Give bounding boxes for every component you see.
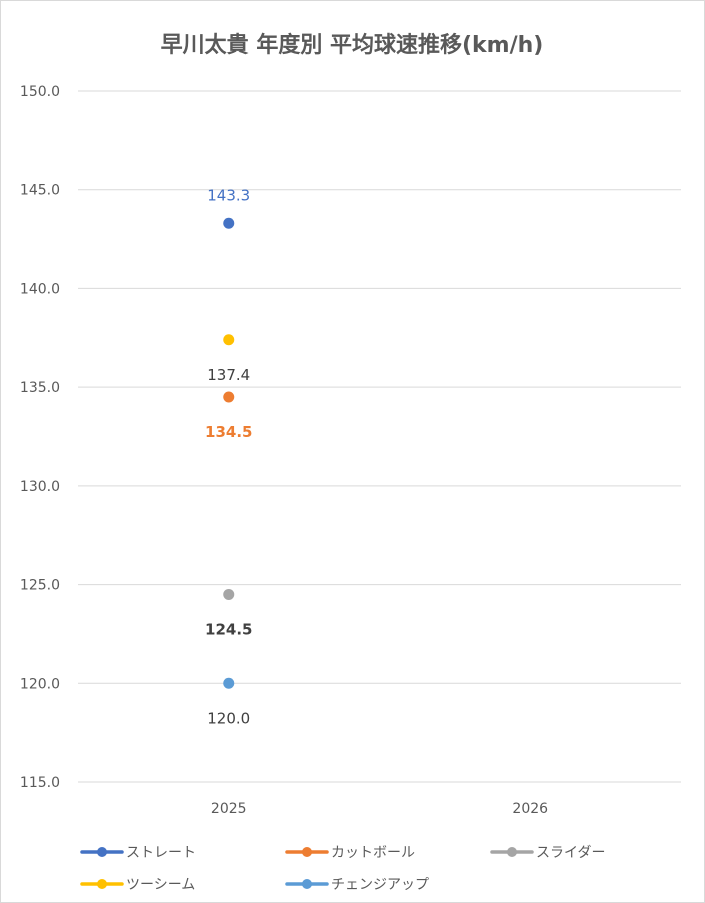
y-tick-label: 135.0 bbox=[20, 380, 60, 396]
data-point bbox=[223, 677, 235, 689]
y-tick-label: 140.0 bbox=[20, 281, 60, 297]
legend-entry: スライダー bbox=[490, 845, 605, 861]
data-point bbox=[223, 588, 235, 600]
y-tick-label: 130.0 bbox=[20, 479, 60, 495]
y-tick-label: 145.0 bbox=[20, 183, 60, 199]
legend-label: ストレート bbox=[126, 845, 196, 861]
data-points bbox=[223, 217, 235, 689]
data-label: 124.5 bbox=[205, 620, 252, 638]
legend-label: スライダー bbox=[536, 845, 605, 861]
data-labels: 143.3 134.5 124.5 137.4 120.0 bbox=[205, 186, 252, 727]
data-label: 120.0 bbox=[207, 709, 250, 727]
legend-entry: ツーシーム bbox=[80, 877, 195, 893]
y-tick-label: 125.0 bbox=[20, 578, 60, 594]
legend-label: チェンジアップ bbox=[331, 877, 429, 893]
data-label: 137.4 bbox=[207, 366, 250, 384]
legend-marker bbox=[302, 879, 312, 889]
legend-marker bbox=[507, 847, 517, 857]
legend-entry: チェンジアップ bbox=[285, 877, 429, 893]
data-point bbox=[223, 391, 235, 403]
legend-marker bbox=[97, 847, 107, 857]
data-label: 143.3 bbox=[207, 186, 250, 204]
y-tick-label: 120.0 bbox=[20, 676, 60, 692]
x-axis: 2025 2026 bbox=[211, 801, 548, 817]
x-tick-label: 2025 bbox=[211, 801, 247, 817]
legend-entry: カットボール bbox=[285, 845, 415, 861]
chart-title: 早川太貴 年度別 平均球速推移(km/h) bbox=[161, 32, 544, 58]
legend-marker bbox=[97, 879, 107, 889]
gridlines bbox=[78, 90, 681, 783]
legend-entry: ストレート bbox=[80, 845, 196, 861]
legend-label: カットボール bbox=[331, 845, 415, 861]
y-tick-label: 115.0 bbox=[20, 775, 60, 791]
x-tick-label: 2026 bbox=[512, 801, 548, 817]
data-label: 134.5 bbox=[205, 423, 252, 441]
y-axis: 150.0 145.0 140.0 135.0 130.0 125.0 120.0 115.0 bbox=[20, 84, 60, 791]
legend-label: ツーシーム bbox=[126, 877, 195, 893]
legend-marker bbox=[302, 847, 312, 857]
data-point bbox=[223, 217, 235, 229]
y-tick-label: 150.0 bbox=[20, 84, 60, 100]
data-point bbox=[223, 334, 235, 346]
